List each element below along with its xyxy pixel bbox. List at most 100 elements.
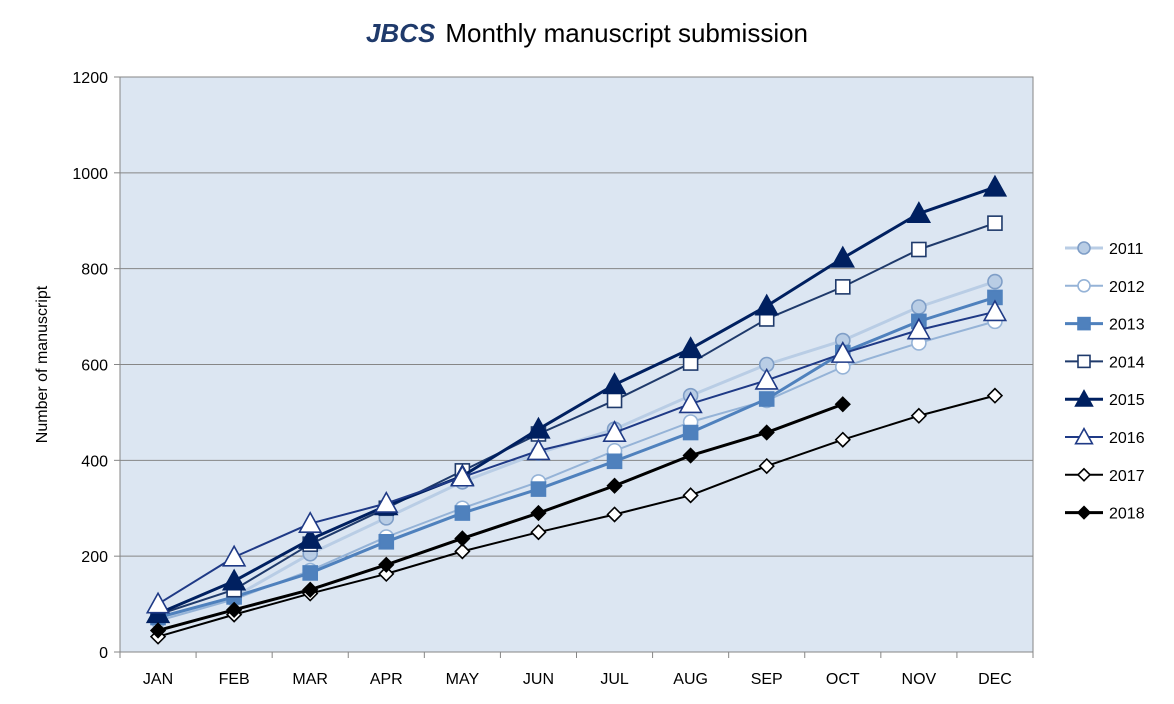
series-line [157,222,996,616]
legend-item: 2017 [1065,467,1145,485]
legend-label: 2012 [1109,279,1145,296]
x-tick-label: JAN [143,671,173,688]
data-point [378,533,395,550]
data-point [378,565,395,583]
data-point [758,457,775,475]
data-point [374,491,399,513]
data-point [454,530,471,547]
data-point [754,367,779,390]
data-point [682,487,699,504]
data-point [302,581,319,598]
data-point [682,424,699,441]
data-point [830,245,855,268]
data-point [221,568,247,591]
x-tick-label: JUL [600,671,629,688]
series-2018 [149,396,851,639]
legend-marker [1074,389,1094,407]
legend-label: 2015 [1109,392,1145,409]
data-point [298,526,323,549]
x-tick-label: OCT [826,671,860,688]
legend-label: 2013 [1109,317,1145,334]
legend-item: 2016 [1065,426,1145,447]
axes: 0 200 400 600 800 1000 1200 JAN FEB MAR APR MAY JUN J… [72,70,1034,688]
data-point [606,392,623,409]
y-tick-label: 0 [99,645,108,662]
data-point [754,293,779,316]
y-tick-label: 600 [81,358,108,375]
legend-item: 2013 [1065,317,1145,334]
data-point [834,279,851,295]
data-point [910,407,928,424]
legend: 2011 2012 2013 2014 2015 2016 2017 2018 [1065,241,1145,523]
data-point [526,438,551,461]
legend-item: 2015 [1065,389,1145,409]
grid-lines [120,76,1033,557]
legend-marker [1077,278,1091,293]
data-point [678,336,703,359]
data-point [526,416,551,439]
y-tick-label: 800 [81,262,108,279]
legend-label: 2017 [1109,468,1145,485]
y-tick-label: 1000 [72,166,108,183]
data-point [986,387,1004,404]
x-tick-label: APR [370,671,403,688]
data-point [906,317,932,340]
data-point [450,464,475,487]
data-point [678,391,703,414]
x-tick-label: FEB [219,671,250,688]
legend-label: 2016 [1109,430,1145,447]
data-point [225,601,243,618]
data-point [602,420,627,442]
data-point [530,524,547,541]
data-point [982,299,1008,322]
data-point [454,543,471,560]
data-point [606,453,623,470]
legend-marker [1077,316,1091,331]
x-tick-label: AUG [673,671,708,688]
legend-marker [1074,426,1094,445]
data-point [982,174,1008,197]
chart-title-brand: JBCS [365,18,436,48]
series-2016 [145,299,1008,614]
data-point [221,544,247,567]
data-point [682,447,699,464]
data-point [606,477,623,494]
data-point [530,481,547,497]
legend-label: 2011 [1109,241,1144,258]
chart-title: JBCS Monthly manuscript submission [0,18,1174,49]
data-point [606,506,623,523]
data-point [906,201,932,224]
x-tick-label: DEC [978,671,1012,688]
legend-marker [1077,354,1091,369]
y-axis-label: Number of manuscript [34,285,51,443]
legend-marker [1076,467,1092,482]
data-point [378,556,395,573]
data-point [911,299,927,315]
data-point [602,372,627,395]
legend-label: 2014 [1109,354,1145,371]
legend-marker [1076,505,1092,520]
data-point [454,505,471,521]
data-point [987,273,1003,290]
series-line [157,320,996,622]
data-point [682,355,699,371]
y-tick-label: 200 [81,549,108,566]
data-point [834,431,851,448]
x-tick-label: MAY [446,671,480,688]
data-point [302,565,319,581]
data-point [145,591,171,614]
data-point [530,504,547,522]
y-tick-label: 400 [81,453,108,470]
x-tick-label: SEP [751,671,783,688]
data-point [758,391,775,407]
data-point [987,215,1003,231]
x-tick-label: NOV [902,671,937,688]
series-group [145,174,1008,645]
series-line [157,295,996,619]
legend-item: 2012 [1065,279,1145,296]
data-point [149,622,167,639]
data-point [298,511,323,534]
series-line [157,185,996,616]
